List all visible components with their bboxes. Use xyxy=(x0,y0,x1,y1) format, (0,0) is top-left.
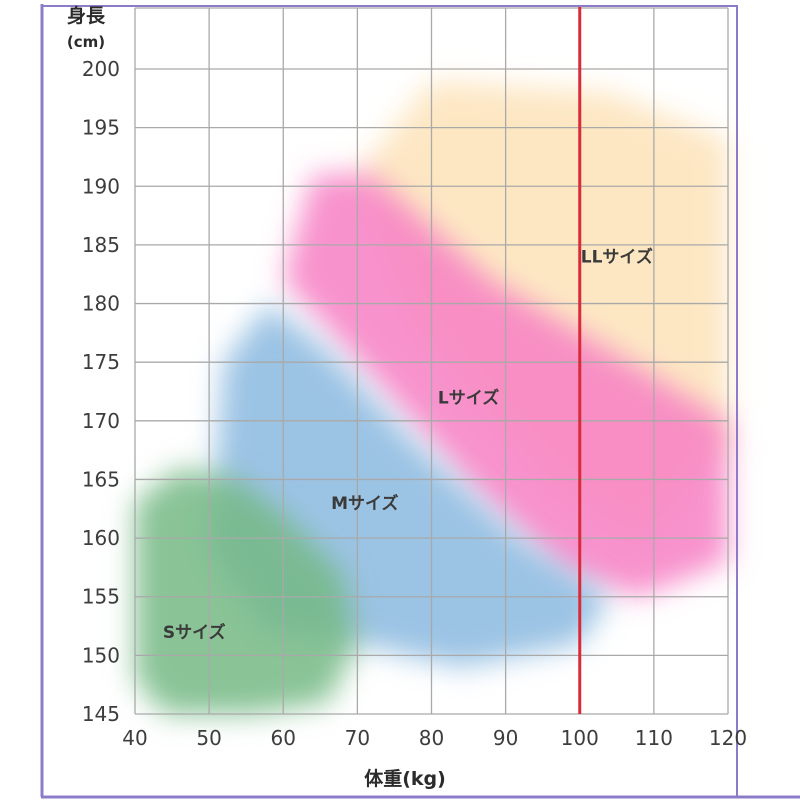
x-tick-label: 70 xyxy=(345,726,370,750)
x-tick-label: 100 xyxy=(561,726,599,750)
y-tick-label: 185 xyxy=(82,233,120,257)
x-axis-label: 体重(kg) xyxy=(364,767,446,790)
y-tick-label: 150 xyxy=(82,643,120,667)
y-tick-label: 145 xyxy=(82,702,120,726)
y-axis-label: 身長 xyxy=(67,4,106,27)
x-tick-label: 60 xyxy=(271,726,296,750)
zone-labels: LLサイズ Lサイズ Mサイズ Sサイズ xyxy=(163,247,653,643)
zone-label: Sサイズ xyxy=(163,622,226,643)
x-tick-label: 120 xyxy=(709,726,747,750)
y-tick-labels: 145 150 155 160 165 170 175 180 185 190 195 200 xyxy=(82,57,120,726)
chart-frame xyxy=(40,4,800,799)
zone-label: LLサイズ xyxy=(581,247,653,268)
x-tick-labels: 40 50 60 70 80 90 100 110 120 xyxy=(122,726,747,750)
y-tick-label: 190 xyxy=(82,174,120,198)
y-tick-label: 200 xyxy=(82,57,120,81)
x-tick-label: 40 xyxy=(122,726,147,750)
zone-label: Mサイズ xyxy=(331,493,398,514)
y-axis-unit: (cm) xyxy=(67,33,105,51)
y-tick-label: 175 xyxy=(82,350,120,374)
zone-label: Lサイズ xyxy=(438,387,499,408)
y-tick-label: 195 xyxy=(82,116,120,140)
y-tick-label: 160 xyxy=(82,526,120,550)
x-tick-label: 50 xyxy=(196,726,221,750)
zone-3 xyxy=(135,467,358,714)
y-tick-label: 155 xyxy=(82,585,120,609)
grid-lines xyxy=(134,7,729,715)
x-tick-label: 80 xyxy=(419,726,444,750)
x-tick-label: 110 xyxy=(635,726,673,750)
x-tick-label: 90 xyxy=(493,726,518,750)
y-tick-label: 170 xyxy=(82,409,120,433)
y-tick-label: 165 xyxy=(82,467,120,491)
y-tick-label: 180 xyxy=(82,292,120,316)
